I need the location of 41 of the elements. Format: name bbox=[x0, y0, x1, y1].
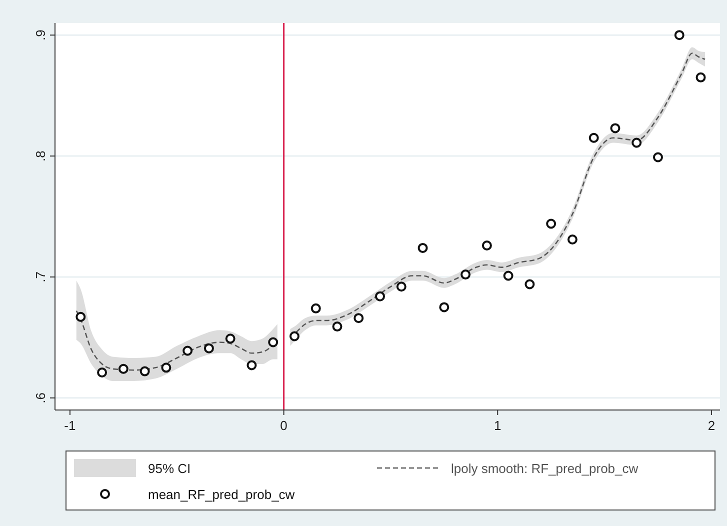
point bbox=[268, 337, 278, 348]
point bbox=[332, 322, 342, 332]
legend-label: lpoly smooth: RF_pred_prob_cw bbox=[451, 461, 639, 476]
x-tick-label: -1 bbox=[64, 418, 76, 433]
y-tick-label: .6 bbox=[33, 392, 48, 404]
point bbox=[546, 218, 556, 229]
point bbox=[524, 279, 535, 290]
point bbox=[482, 240, 492, 251]
point bbox=[225, 334, 236, 344]
point bbox=[588, 132, 599, 143]
point bbox=[289, 331, 300, 342]
point bbox=[204, 343, 214, 354]
point bbox=[610, 123, 620, 134]
point bbox=[246, 360, 257, 370]
point bbox=[674, 30, 684, 40]
point bbox=[696, 72, 706, 82]
point bbox=[310, 303, 321, 314]
x-tick-label: 1 bbox=[494, 418, 502, 433]
point bbox=[503, 270, 514, 281]
point bbox=[632, 138, 642, 148]
point bbox=[161, 362, 172, 373]
point bbox=[567, 234, 578, 244]
point bbox=[375, 291, 386, 302]
text: mean_RF_pred_prob_cw bbox=[148, 487, 296, 502]
point bbox=[76, 312, 86, 322]
x-tick-label: 2 bbox=[708, 418, 716, 433]
point bbox=[396, 282, 406, 292]
point bbox=[140, 366, 150, 376]
x-tick-label: 0 bbox=[280, 418, 288, 433]
point bbox=[418, 242, 428, 253]
y-tick-label: .8 bbox=[33, 150, 48, 162]
y-tick-label: .7 bbox=[33, 272, 48, 282]
text: 95% CI bbox=[148, 461, 191, 476]
point bbox=[354, 313, 364, 324]
point bbox=[182, 346, 193, 356]
point bbox=[460, 270, 471, 280]
y-tick-label: .9 bbox=[33, 30, 48, 41]
point bbox=[118, 364, 128, 374]
point bbox=[652, 152, 663, 162]
point bbox=[439, 302, 450, 312]
point bbox=[97, 368, 108, 378]
